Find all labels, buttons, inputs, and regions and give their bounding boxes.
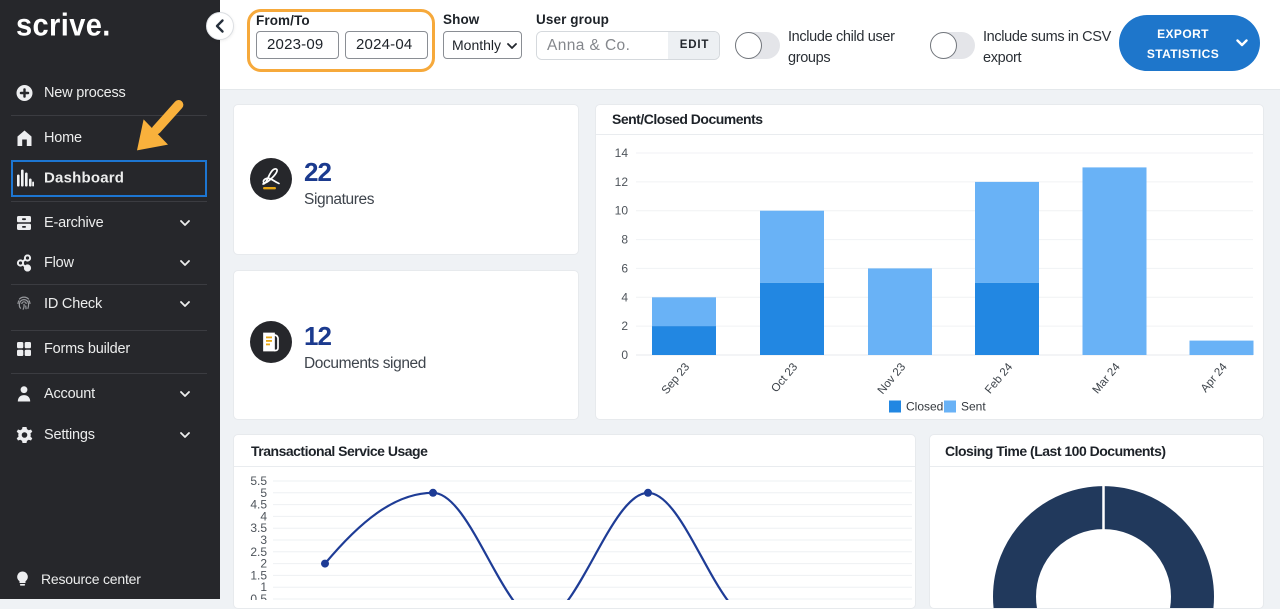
- svg-text:3.5: 3.5: [250, 521, 267, 535]
- svg-text:4: 4: [260, 509, 267, 523]
- svg-text:14: 14: [615, 146, 629, 160]
- svg-text:Feb 24: Feb 24: [983, 361, 1016, 397]
- svg-text:5: 5: [260, 486, 267, 500]
- svg-text:4.5: 4.5: [250, 498, 267, 512]
- svg-text:Sent: Sent: [961, 400, 986, 414]
- svg-text:12: 12: [615, 175, 629, 189]
- svg-text:Closed: Closed: [906, 400, 943, 414]
- svg-text:1: 1: [260, 580, 267, 594]
- svg-text:10: 10: [615, 204, 629, 218]
- svg-text:0.5: 0.5: [250, 592, 267, 600]
- svg-text:0: 0: [621, 348, 628, 362]
- svg-text:8: 8: [621, 233, 628, 247]
- svg-text:3: 3: [260, 533, 267, 547]
- svg-text:Oct 23: Oct 23: [769, 361, 800, 395]
- svg-text:2: 2: [621, 319, 628, 333]
- svg-text:Apr 24: Apr 24: [1199, 361, 1230, 395]
- svg-text:6: 6: [621, 261, 628, 275]
- svg-text:Nov 23: Nov 23: [876, 361, 909, 397]
- svg-text:4: 4: [621, 290, 628, 304]
- svg-text:1.5: 1.5: [250, 568, 267, 582]
- svg-text:5.5: 5.5: [250, 474, 267, 488]
- svg-text:Mar 24: Mar 24: [1091, 361, 1124, 397]
- svg-text:2: 2: [260, 557, 267, 571]
- svg-text:Sep 23: Sep 23: [660, 361, 693, 397]
- svg-text:2.5: 2.5: [250, 545, 267, 559]
